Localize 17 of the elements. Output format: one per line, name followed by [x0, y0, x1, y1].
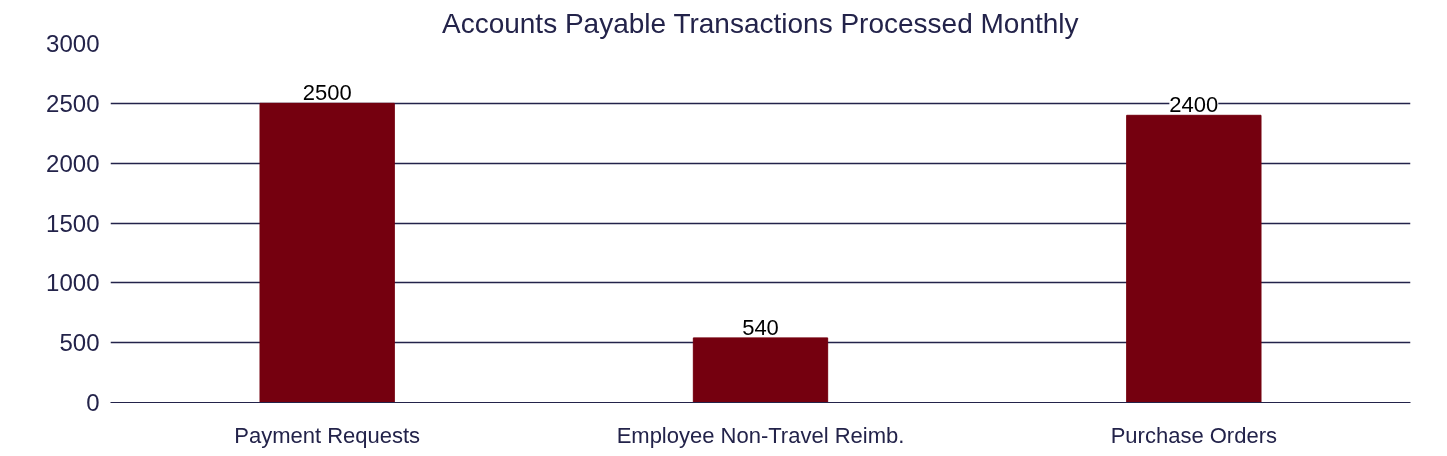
data-label: 540	[742, 314, 779, 340]
data-label: 2400	[1169, 92, 1219, 118]
y-tick-label: 0	[86, 389, 100, 416]
y-tick-label: 3000	[46, 30, 100, 57]
y-tick-label: 1000	[46, 269, 100, 297]
data-label: 2500	[302, 80, 352, 106]
bar	[692, 337, 829, 403]
y-tick-label: 2500	[46, 89, 100, 117]
y-tick-label: 500	[59, 329, 100, 357]
bar	[259, 102, 395, 403]
y-tick-label: 1500	[46, 209, 100, 237]
x-tick-label: Employee Non-Travel Reimb.	[616, 422, 905, 448]
y-tick-label: 2000	[46, 149, 100, 177]
bar	[1126, 114, 1262, 403]
chart-title: Accounts Payable Transactions Processed Monthly	[441, 7, 1079, 39]
x-tick-label: Purchase Orders	[1110, 422, 1277, 448]
x-tick-label: Payment Requests	[234, 422, 421, 448]
